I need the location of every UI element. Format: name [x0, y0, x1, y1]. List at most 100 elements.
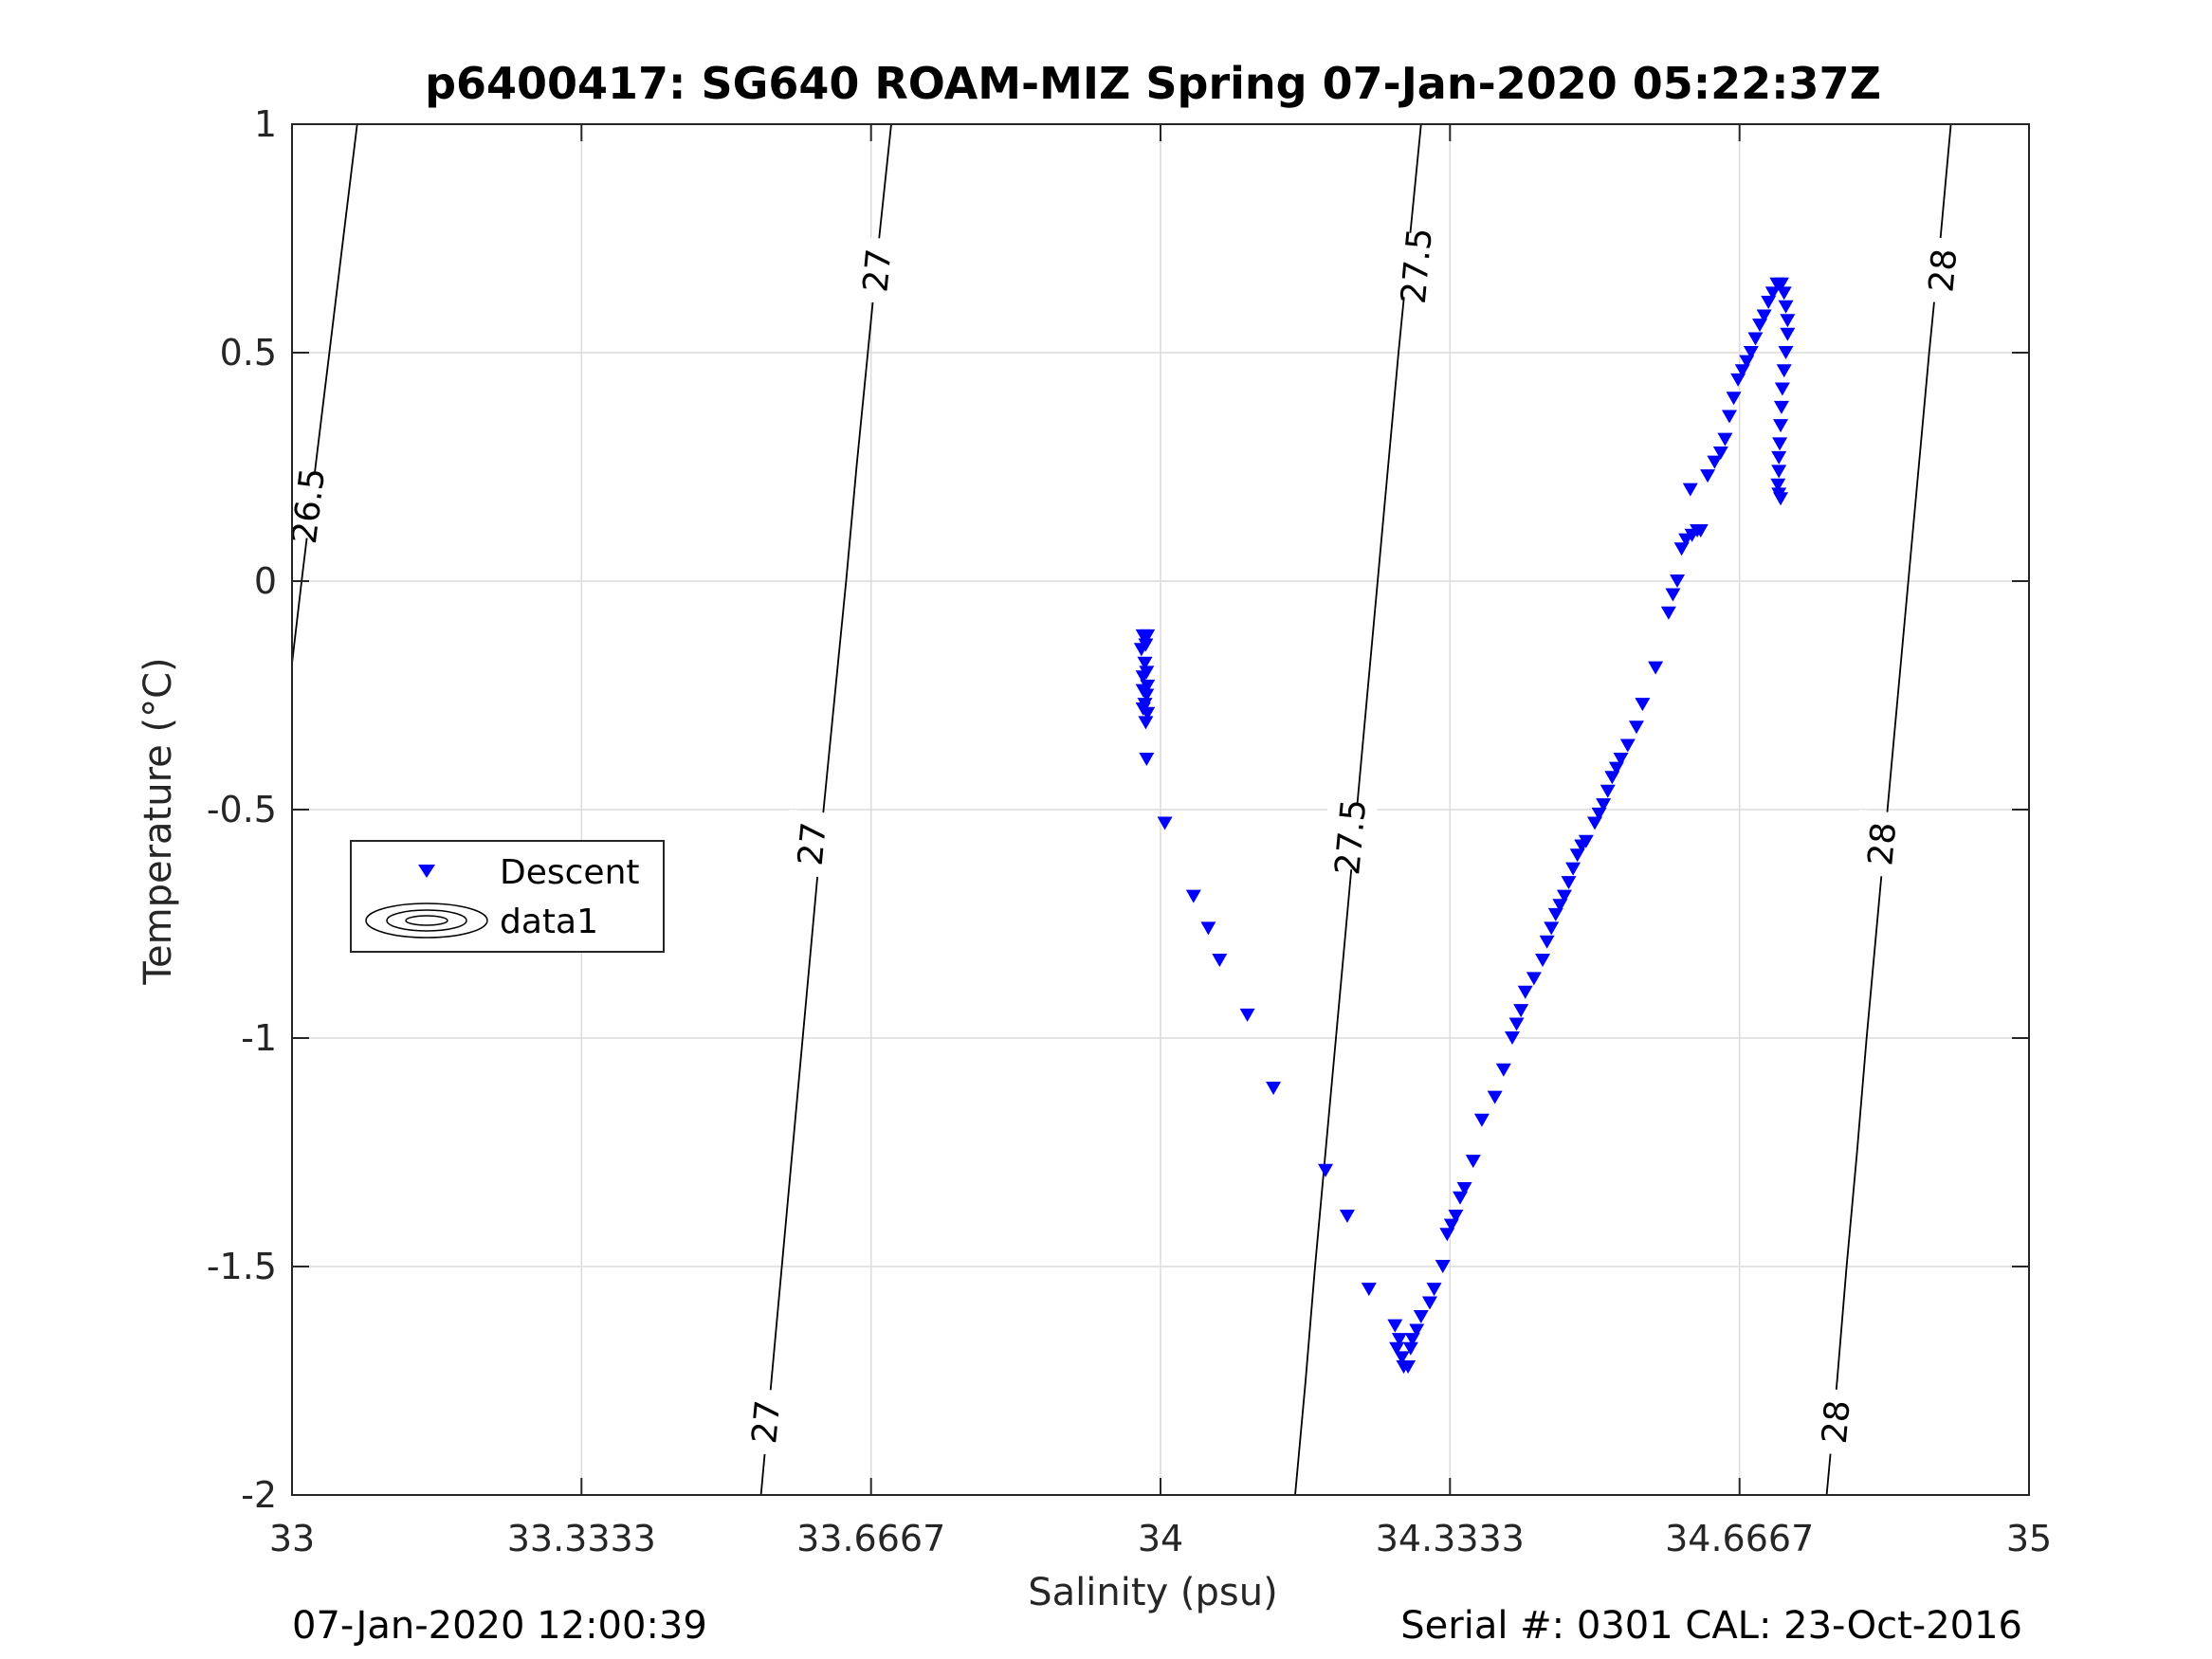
legend-descent-label: Descent: [500, 853, 640, 892]
contour-label: 27: [745, 1398, 788, 1445]
contour-label: 28: [1816, 1398, 1858, 1445]
descent-point: [1771, 465, 1787, 479]
descent-point: [1318, 1163, 1334, 1177]
descent-point: [1387, 1319, 1403, 1333]
descent-point: [1764, 286, 1781, 301]
descent-point: [1547, 907, 1563, 921]
axis-ticks: 33 33.3333 33.6667 34 34.3333 34.6667 35 -2 -1.5…: [207, 103, 2052, 1559]
descent-point: [1648, 661, 1664, 675]
descent-point: [1185, 889, 1201, 903]
descent-point: [1465, 1155, 1481, 1169]
descent-point: [1587, 816, 1602, 830]
descent-point: [1439, 1228, 1455, 1242]
descent-point: [1770, 478, 1786, 492]
legend-descent-marker-icon: [418, 865, 435, 878]
grid-lines: [291, 123, 2030, 1496]
descent-point: [1692, 523, 1709, 538]
descent-point: [1778, 346, 1794, 359]
descent-point: [1673, 542, 1690, 556]
descent-point: [1773, 492, 1789, 506]
x-tick-label: 33.3333: [507, 1518, 656, 1559]
x-tick-label: 34.6667: [1665, 1518, 1814, 1559]
descent-point: [1139, 752, 1155, 766]
descent-point: [1413, 1310, 1429, 1324]
descent-point: [1596, 798, 1612, 812]
x-tick-label: 34.3333: [1376, 1518, 1525, 1559]
descent-point: [1726, 392, 1742, 406]
x-tick-label: 33.6667: [796, 1518, 945, 1559]
footer-serial-calibration: Serial #: 0301 CAL: 23-Oct-2016: [1400, 1604, 2022, 1648]
density-contours: 26.5 27 27 27 27.5 27.5 28 28 28: [279, 123, 1970, 1496]
descent-point: [1137, 656, 1153, 670]
y-tick-label: -0.5: [207, 789, 277, 830]
legend-data1-label: data1: [500, 902, 598, 941]
descent-point: [1747, 332, 1764, 346]
descent-point: [1776, 286, 1792, 301]
descent-point: [1157, 816, 1173, 830]
descent-point: [1743, 346, 1759, 359]
legend: Descent data1: [350, 840, 665, 953]
legend-contour-icon: [365, 902, 488, 939]
descent-point: [1409, 1323, 1425, 1338]
descent-point: [1508, 1017, 1525, 1031]
contour-label-background: [1914, 236, 1970, 305]
descent-point: [1361, 1283, 1377, 1297]
descent-point: [1495, 1063, 1511, 1077]
descent-point: [1734, 364, 1750, 378]
descent-point: [1544, 921, 1560, 936]
descent-point: [1774, 382, 1790, 396]
y-tick-label: 0.5: [220, 332, 277, 374]
descent-point: [1448, 1209, 1464, 1223]
descent-point: [1140, 706, 1156, 720]
descent-point: [1752, 319, 1768, 333]
descent-point: [1552, 899, 1568, 913]
descent-point: [1539, 935, 1555, 949]
descent-point: [1717, 432, 1733, 447]
descent-point: [1504, 1031, 1520, 1045]
descent-point: [1133, 643, 1149, 657]
contour-label-background: [738, 1387, 794, 1457]
descent-point: [1517, 985, 1533, 999]
descent-point: [1561, 876, 1577, 890]
descent-point: [1773, 419, 1789, 433]
contour-label-background: [279, 470, 337, 541]
descent-point: [1200, 921, 1216, 936]
descent-point: [1404, 1333, 1420, 1347]
descent-point: [1473, 1113, 1490, 1127]
descent-point: [1421, 1296, 1437, 1310]
y-axis-label: Temperature (°C): [137, 657, 180, 985]
contour-line-28: [1825, 123, 1952, 1496]
descent-point: [1394, 1351, 1410, 1365]
contour-label-background: [783, 809, 839, 879]
descent-point: [1426, 1283, 1442, 1297]
descent-point: [1443, 1218, 1459, 1232]
descent-point: [1140, 629, 1156, 643]
descent-point: [1780, 314, 1796, 328]
x-tick-label: 34: [1138, 1518, 1183, 1559]
contour-label: 27: [856, 247, 899, 294]
descent-point: [1619, 738, 1636, 753]
descent-point: [1402, 1341, 1418, 1356]
descent-point: [1456, 1182, 1472, 1196]
descent-point: [1212, 954, 1228, 968]
y-tick-label: -2: [241, 1474, 277, 1516]
descent-point: [1665, 588, 1681, 602]
descent-point: [1435, 1260, 1451, 1273]
descent-point: [1600, 784, 1616, 798]
descent-point: [1670, 574, 1686, 588]
descent-point: [1138, 716, 1154, 730]
descent-point: [1391, 1333, 1407, 1347]
descent-point: [1487, 1090, 1503, 1104]
descent-point: [1772, 437, 1788, 451]
contour-label: 28: [1861, 821, 1904, 867]
descent-point: [1730, 373, 1746, 387]
descent-point: [1771, 450, 1787, 465]
descent-point: [1712, 447, 1728, 461]
descent-point: [1761, 295, 1777, 309]
footer-timestamp: 07-Jan-2020 12:00:39: [292, 1604, 707, 1648]
descent-point: [1565, 862, 1581, 876]
x-tick-label: 35: [2006, 1518, 2052, 1559]
descent-point: [1635, 698, 1651, 712]
descent-point: [1569, 848, 1585, 863]
